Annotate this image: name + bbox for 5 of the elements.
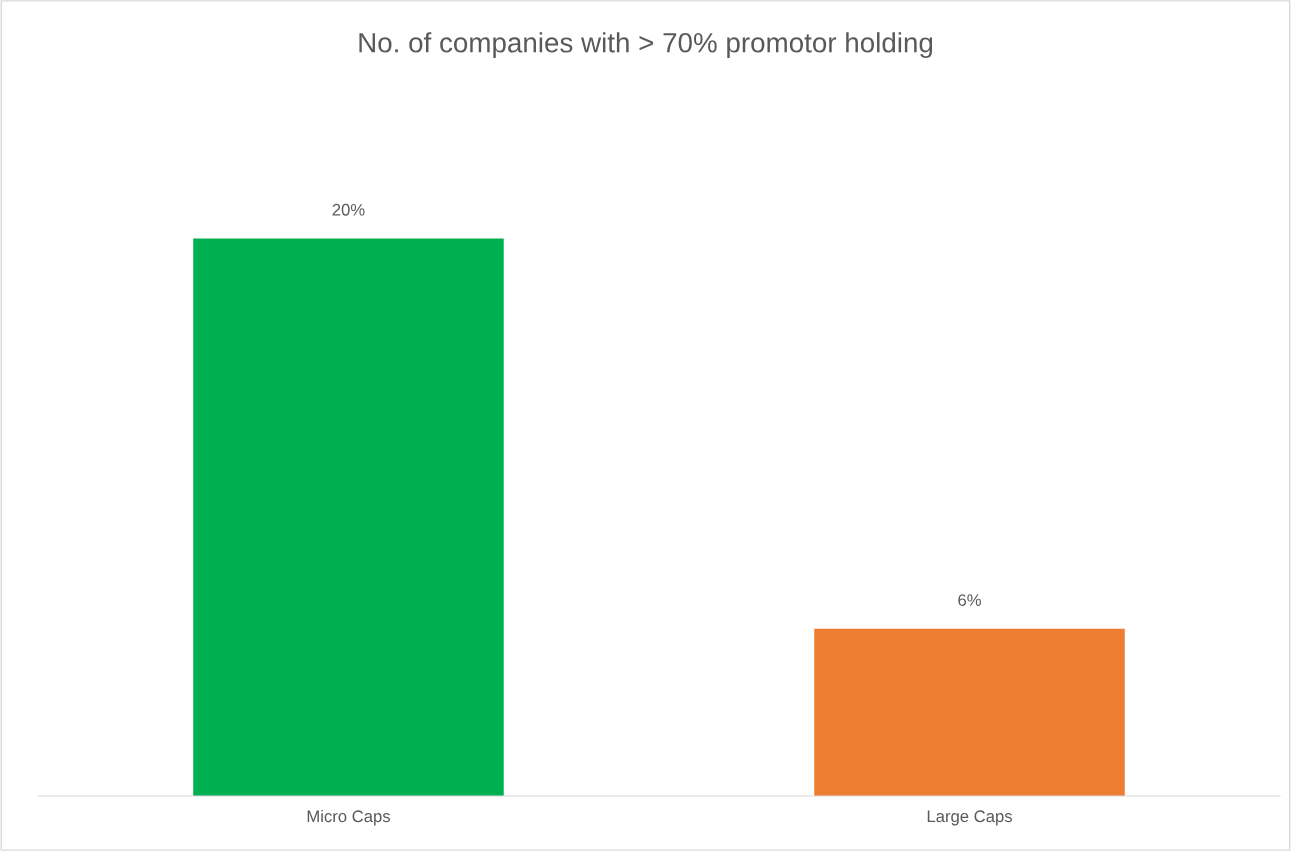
data-label: 20% bbox=[332, 203, 365, 216]
x-tick-label: Large Caps bbox=[927, 810, 1012, 826]
x-tick-label: Micro Caps bbox=[307, 809, 391, 826]
data-label: 6% bbox=[958, 594, 981, 606]
chart-title: No. of companies with > 70% promotor holding bbox=[359, 32, 933, 59]
